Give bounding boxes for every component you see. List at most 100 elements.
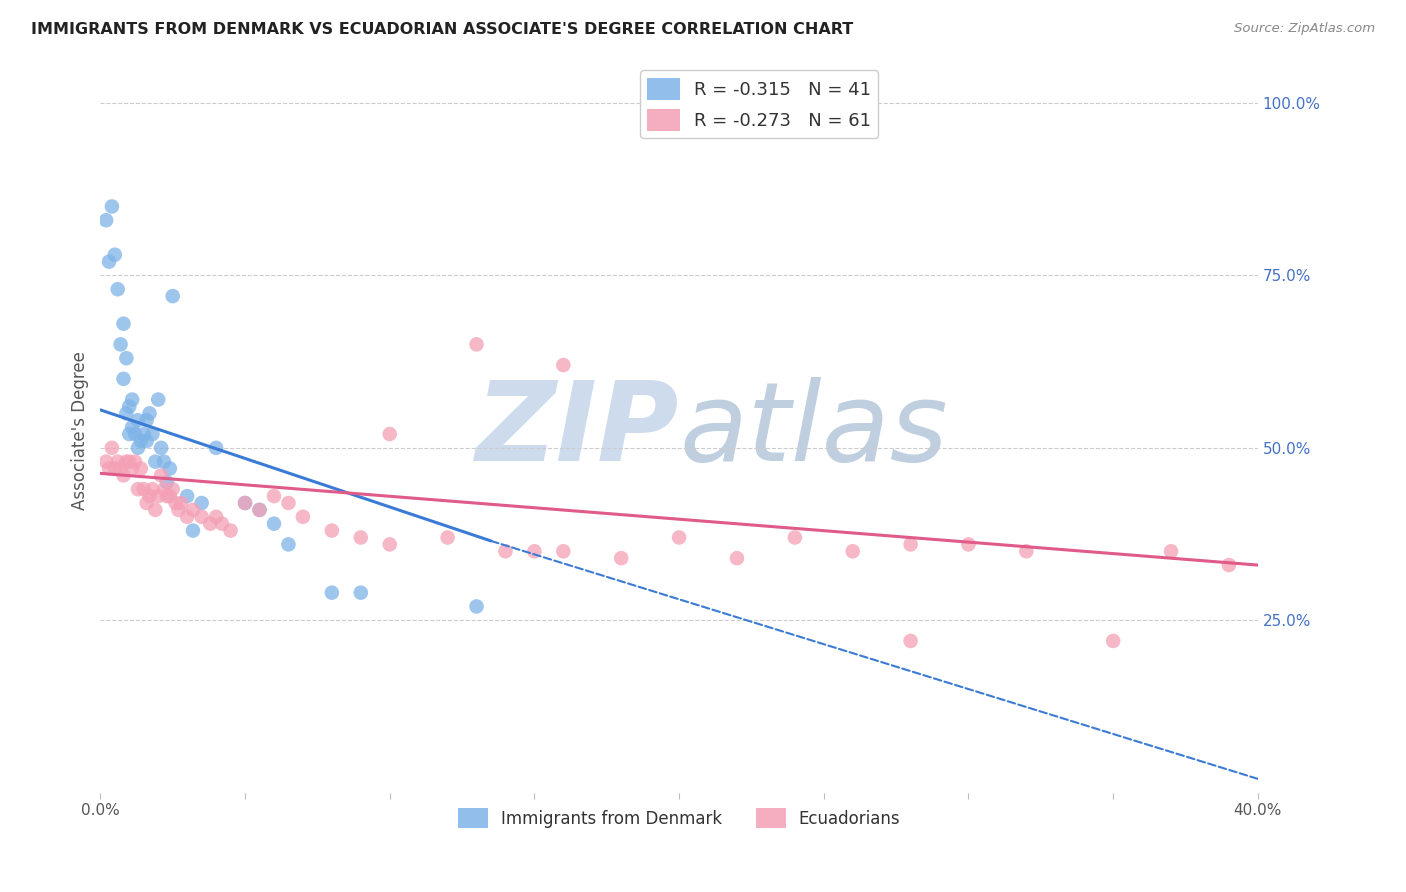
Point (378, 537, 401, 551)
Point (957, 537, 980, 551)
Text: IMMIGRANTS FROM DENMARK VS ECUADORIAN ASSOCIATE'S DEGREE CORRELATION CHART: IMMIGRANTS FROM DENMARK VS ECUADORIAN AS… (31, 22, 853, 37)
Point (205, 441, 228, 455)
Point (107, 282, 129, 296)
Point (98, 254, 121, 268)
Point (291, 509, 314, 524)
Point (205, 509, 228, 524)
Point (176, 509, 198, 524)
Point (115, 406, 138, 420)
Point (190, 496, 212, 510)
Point (129, 461, 152, 475)
Point (135, 434, 157, 448)
Point (127, 441, 149, 455)
Point (1218, 558, 1240, 572)
Text: Source: ZipAtlas.com: Source: ZipAtlas.com (1234, 22, 1375, 36)
Point (1015, 544, 1038, 558)
Point (211, 516, 233, 531)
Point (1160, 544, 1182, 558)
Point (132, 427, 155, 442)
Y-axis label: Associate's Degree: Associate's Degree (72, 351, 89, 510)
Point (181, 524, 204, 538)
Point (94, 455, 117, 469)
Point (141, 427, 163, 442)
Point (162, 482, 184, 496)
Point (138, 406, 160, 420)
Point (115, 455, 138, 469)
Point (841, 544, 863, 558)
Legend: Immigrants from Denmark, Ecuadorians: Immigrants from Denmark, Ecuadorians (451, 801, 907, 835)
Point (176, 489, 198, 503)
Point (124, 455, 146, 469)
Point (159, 461, 181, 475)
Point (165, 496, 187, 510)
Point (115, 351, 138, 366)
Point (495, 544, 517, 558)
Point (124, 427, 146, 442)
Point (153, 455, 176, 469)
Point (249, 503, 271, 517)
Point (233, 496, 256, 510)
Point (610, 551, 633, 566)
Point (277, 537, 299, 551)
Point (277, 496, 299, 510)
Point (150, 468, 173, 483)
Point (263, 516, 285, 531)
Point (668, 531, 690, 545)
Point (153, 482, 176, 496)
Point (143, 503, 166, 517)
Point (436, 531, 458, 545)
Point (900, 634, 922, 648)
Point (98, 461, 121, 475)
Point (129, 434, 152, 448)
Point (127, 413, 149, 427)
Point (101, 441, 124, 455)
Point (170, 496, 193, 510)
Point (219, 524, 242, 538)
Point (167, 503, 190, 517)
Point (465, 337, 488, 351)
Point (110, 461, 132, 475)
Point (263, 489, 285, 503)
Point (181, 503, 204, 517)
Point (135, 413, 157, 427)
Point (132, 482, 155, 496)
Point (148, 489, 170, 503)
Point (1102, 634, 1125, 648)
Point (127, 482, 149, 496)
Point (104, 461, 127, 475)
Point (321, 585, 343, 599)
Point (523, 544, 546, 558)
Point (378, 427, 401, 442)
Point (118, 427, 141, 442)
Point (135, 496, 157, 510)
Point (900, 537, 922, 551)
Text: ZIP: ZIP (475, 377, 679, 484)
Point (112, 468, 135, 483)
Text: atlas: atlas (679, 377, 948, 484)
Point (200, 516, 222, 531)
Point (94, 213, 117, 227)
Point (121, 420, 143, 434)
Point (118, 400, 141, 414)
Point (553, 358, 575, 372)
Point (156, 475, 179, 490)
Point (321, 524, 343, 538)
Point (138, 489, 160, 503)
Point (148, 392, 170, 407)
Point (101, 199, 124, 213)
Point (156, 489, 179, 503)
Point (350, 585, 373, 599)
Point (783, 531, 806, 545)
Point (159, 489, 181, 503)
Point (553, 544, 575, 558)
Point (107, 455, 129, 469)
Point (150, 441, 173, 455)
Point (112, 372, 135, 386)
Point (162, 289, 184, 303)
Point (112, 317, 135, 331)
Point (350, 531, 373, 545)
Point (143, 455, 166, 469)
Point (249, 503, 271, 517)
Point (104, 248, 127, 262)
Point (190, 509, 212, 524)
